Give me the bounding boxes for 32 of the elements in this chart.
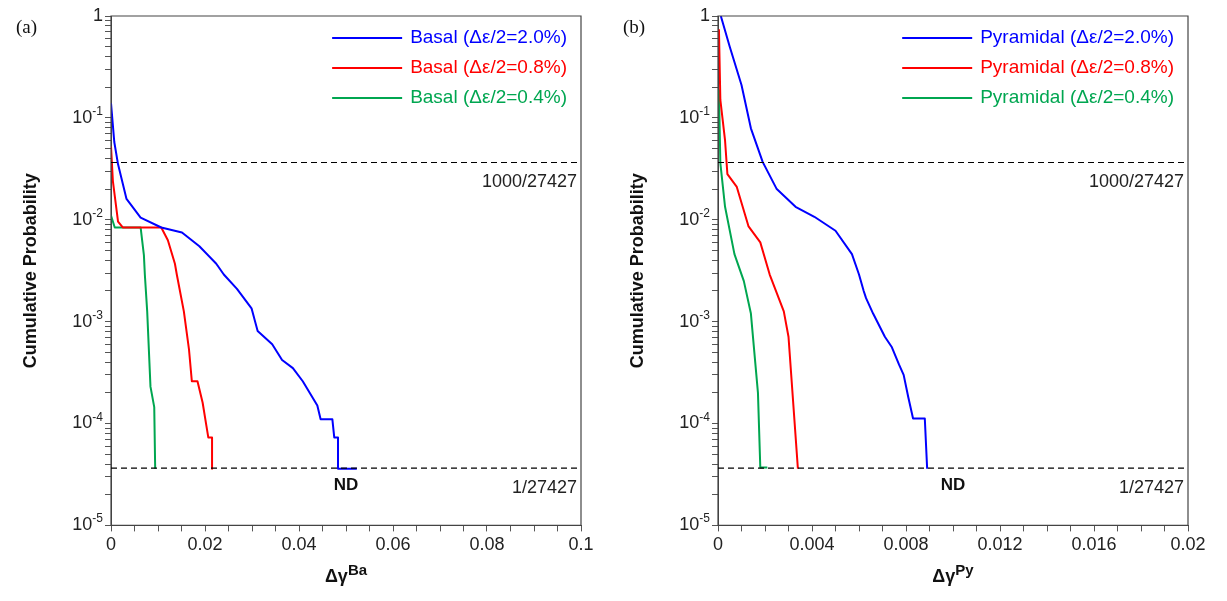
y-tick-label: 1 bbox=[92, 4, 103, 25]
legend-label: Basal (Δε/2=0.8%) bbox=[410, 56, 567, 78]
x-tick-label: 0.1 bbox=[568, 534, 594, 555]
x-tick-label: 0.008 bbox=[883, 534, 929, 555]
legend-label: Pyramidal (Δε/2=0.4%) bbox=[980, 86, 1175, 108]
chart-title: (b) bbox=[623, 15, 646, 38]
x-tick-label: 0 bbox=[712, 534, 724, 555]
annotation: ND bbox=[940, 475, 966, 495]
x-tick-label: 0.016 bbox=[1071, 534, 1117, 555]
x-axis-title: Δγ$^{Py}$ bbox=[932, 561, 974, 587]
x-tick-label: 0.012 bbox=[977, 534, 1023, 555]
legend-label: Basal (Δε/2=2.0%) bbox=[410, 26, 567, 48]
y-tick-label: 1 bbox=[699, 4, 710, 25]
annotation: 1/27427 bbox=[1118, 477, 1185, 498]
annotation: 1000/27427 bbox=[1088, 171, 1185, 192]
x-tick-label: 0.08 bbox=[469, 534, 505, 555]
legend-label: Pyramidal (Δε/2=2.0%) bbox=[980, 26, 1175, 48]
x-tick-label: 0.02 bbox=[1170, 534, 1206, 555]
x-tick-label: 0.004 bbox=[789, 534, 835, 555]
x-axis-title: Δγ$^{Ba}$ bbox=[324, 561, 368, 587]
legend-label: Pyramidal (Δε/2=0.8%) bbox=[980, 56, 1175, 78]
x-tick-label: 0.02 bbox=[187, 534, 223, 555]
y-axis-title: Cumulative Probability bbox=[19, 173, 40, 369]
x-tick-label: 0.04 bbox=[281, 534, 317, 555]
annotation: 1000/27427 bbox=[481, 171, 578, 192]
annotation: 1/27427 bbox=[511, 477, 578, 498]
annotation: ND bbox=[333, 475, 359, 495]
x-tick-label: 0.06 bbox=[375, 534, 411, 555]
chart-title: (a) bbox=[16, 15, 38, 38]
legend-label: Basal (Δε/2=0.4%) bbox=[410, 86, 567, 108]
y-axis-title: Cumulative Probability bbox=[626, 173, 647, 369]
x-tick-label: 0 bbox=[105, 534, 117, 555]
